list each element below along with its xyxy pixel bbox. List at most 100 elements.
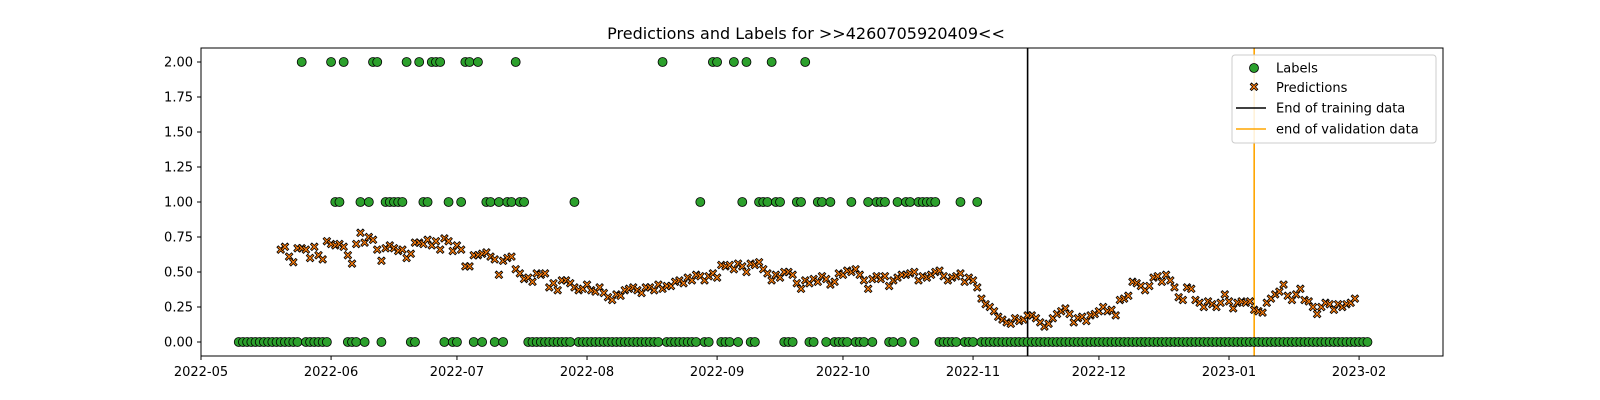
prediction-point [280, 242, 290, 252]
label-point [292, 337, 303, 347]
label-point [955, 197, 966, 207]
label-point [443, 197, 454, 207]
labels-series [233, 57, 1373, 347]
prediction-point [288, 257, 298, 267]
label-point [452, 337, 462, 347]
prediction-point [1144, 281, 1154, 291]
label-point [468, 337, 479, 347]
label-point [565, 337, 576, 347]
prediction-point [972, 283, 982, 292]
prediction-point [1308, 302, 1318, 312]
prediction-point [456, 245, 466, 254]
prediction-point [754, 257, 764, 267]
prediction-point [368, 235, 378, 245]
label-point [880, 197, 890, 207]
prediction-point [712, 273, 722, 282]
prediction-point [398, 245, 407, 254]
y-tick-label: 0.75 [164, 231, 193, 246]
plot-frame [200, 47, 1444, 357]
label-point [796, 197, 806, 207]
label-point [892, 197, 903, 207]
label-point [464, 57, 475, 67]
label-point [489, 337, 500, 347]
prediction-point [444, 236, 453, 246]
label-point [401, 57, 412, 67]
prediction-point [830, 277, 839, 287]
label-point [800, 57, 811, 67]
x-tick-label: 2022-09 [690, 365, 744, 380]
label-point [359, 337, 370, 347]
legend: Labels Predictions End of training data … [1231, 54, 1437, 144]
label-point [766, 57, 777, 67]
prediction-point [880, 271, 890, 281]
label-point [808, 337, 819, 347]
x-tick-label: 2023-02 [1332, 365, 1386, 380]
x-tick-label: 2022-12 [1072, 365, 1126, 380]
label-point [930, 197, 941, 207]
prediction-point [301, 245, 311, 254]
prediction-point [318, 255, 328, 264]
prediction-point [1274, 287, 1284, 296]
y-tick-label: 1.00 [164, 196, 193, 211]
label-point [888, 337, 899, 347]
label-point [775, 197, 785, 207]
x-tick-label: 2023-01 [1202, 365, 1256, 380]
label-point [498, 337, 509, 347]
label-point [787, 337, 798, 347]
label-point [326, 57, 336, 67]
prediction-point [1178, 295, 1188, 305]
prediction-point [494, 270, 504, 280]
x-tick-label: 2022-10 [816, 365, 870, 380]
label-point [867, 337, 878, 347]
label-point [905, 197, 916, 207]
label-point [968, 337, 978, 347]
prediction-point [553, 285, 563, 295]
label-point [321, 337, 332, 347]
label-point [749, 337, 760, 347]
y-tick-label: 2.00 [164, 56, 193, 71]
legend-label-validation: end of validation data [1276, 123, 1419, 138]
label-point [372, 57, 383, 67]
label-point [1362, 337, 1373, 347]
prediction-point [863, 284, 873, 294]
label-point [397, 197, 408, 207]
prediction-point [1123, 291, 1133, 301]
prediction-point [1312, 309, 1322, 319]
prediction-point [956, 269, 965, 278]
prediction-point [490, 255, 500, 264]
prediction-point [431, 236, 441, 246]
label-point [296, 57, 307, 67]
prediction-point [788, 270, 797, 280]
label-point [439, 337, 450, 347]
prediction-point [528, 277, 537, 287]
label-point [355, 197, 366, 207]
label-point [422, 197, 433, 207]
prediction-point [339, 242, 349, 252]
label-point [737, 197, 748, 207]
prediction-point [1157, 277, 1167, 287]
prediction-point [1165, 276, 1175, 285]
x-tick-label: 2022-06 [304, 365, 358, 380]
prediction-point [356, 228, 365, 238]
label-point [863, 197, 874, 207]
x-tick-label: 2022-11 [946, 365, 1000, 380]
label-point [825, 197, 836, 207]
label-point [842, 337, 853, 347]
prediction-point [507, 252, 516, 261]
label-point [410, 337, 420, 347]
prediction-point [1170, 283, 1179, 292]
label-point [712, 57, 723, 67]
prediction-point [309, 242, 319, 252]
label-point [473, 57, 483, 67]
prediction-point [406, 249, 416, 259]
prediction-point [1279, 280, 1288, 289]
x-tick-label: 2022-08 [560, 365, 614, 380]
legend-label-predictions: Predictions [1276, 81, 1348, 96]
prediction-point [1065, 309, 1074, 319]
prediction-point [347, 259, 357, 268]
prediction-point [435, 245, 445, 254]
label-point [728, 57, 739, 67]
prediction-point [968, 276, 978, 285]
label-point [506, 197, 517, 207]
prediction-point [1111, 311, 1121, 320]
